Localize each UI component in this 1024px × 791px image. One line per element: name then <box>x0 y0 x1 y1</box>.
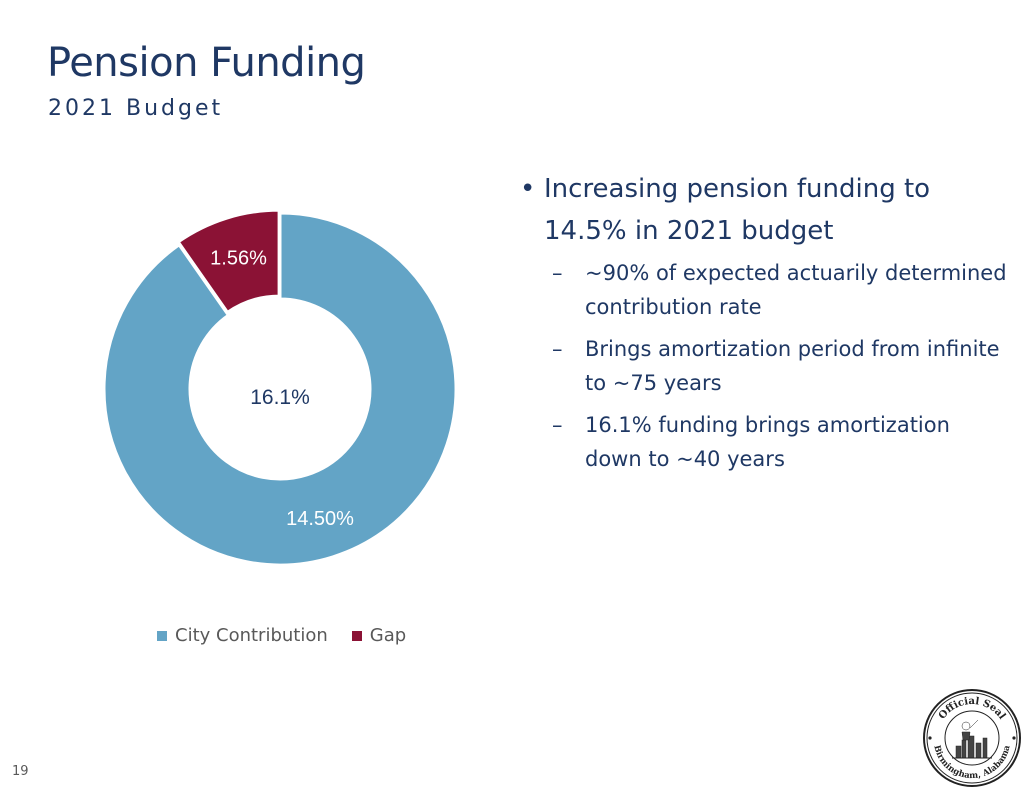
main-bullet: • Increasing pension funding to 14.5% in… <box>520 168 1010 252</box>
sub-bullet: – ~90% of expected actuarily determined … <box>552 256 1010 324</box>
sub-bullet-text: 16.1% funding brings amortization down t… <box>585 413 950 471</box>
sub-bullet: – 16.1% funding brings amortization down… <box>552 408 1010 476</box>
bullet-marker: • <box>520 174 536 204</box>
sub-bullet: – Brings amortization period from infini… <box>552 332 1010 400</box>
sub-bullet-text: ~90% of expected actuarily determined co… <box>585 261 1007 319</box>
bullet-list: • Increasing pension funding to 14.5% in… <box>520 168 1010 484</box>
legend-item-gap: Gap <box>351 625 407 646</box>
chart-legend: City Contribution Gap <box>157 625 406 646</box>
donut-slice-city-contribution <box>102 211 458 567</box>
main-bullet-text: Increasing pension funding to 14.5% in 2… <box>544 174 931 246</box>
donut-center-label: 16.1% <box>250 386 310 409</box>
sub-bullet-text: Brings amortization period from infinite… <box>585 337 1000 395</box>
donut-chart: 14.50% 1.56% 16.1% <box>102 208 458 567</box>
sub-bullet-marker: – <box>552 413 563 437</box>
legend-label-gap: Gap <box>369 625 407 646</box>
donut-data-label-gap: 1.56% <box>210 247 267 269</box>
city-seal-logo: Official Seal Birmingham, Alabama <box>923 689 1021 787</box>
sub-bullet-marker: – <box>552 261 563 285</box>
sub-bullet-list: – ~90% of expected actuarily determined … <box>552 256 1010 476</box>
sub-bullet-marker: – <box>552 337 563 361</box>
legend-label-city-contribution: City Contribution <box>175 625 328 646</box>
legend-swatch-city-contribution <box>157 630 167 641</box>
legend-item-city-contribution: City Contribution <box>157 625 328 646</box>
donut-slice-gap <box>176 208 281 315</box>
slide-title: Pension Funding <box>47 40 366 86</box>
page-number: 19 <box>12 764 29 779</box>
slide-subtitle: 2021 Budget <box>48 96 224 121</box>
donut-data-label-city-contribution: 14.50% <box>286 508 354 530</box>
legend-swatch-gap <box>351 630 362 641</box>
